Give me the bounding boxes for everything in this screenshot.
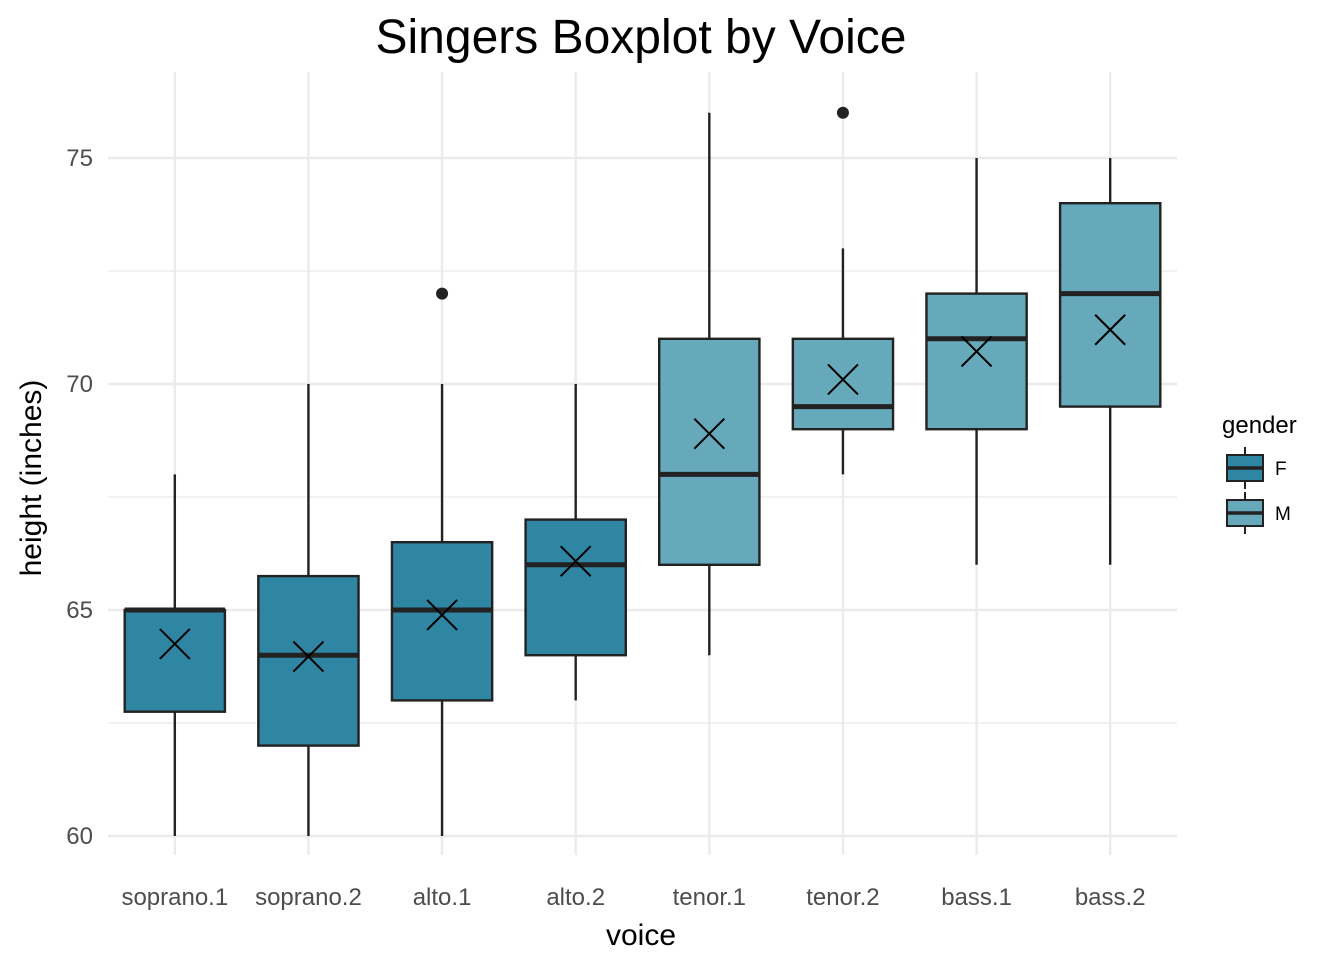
legend-title: gender bbox=[1222, 412, 1297, 439]
y-tick-label: 75 bbox=[66, 145, 93, 172]
iqr-box bbox=[524, 518, 627, 657]
x-axis-title: voice bbox=[606, 919, 676, 952]
x-tick-label: soprano.2 bbox=[255, 884, 362, 911]
mean-marker bbox=[1094, 314, 1126, 346]
legend: gender F M bbox=[1222, 412, 1297, 534]
y-tick-label: 60 bbox=[66, 823, 93, 850]
x-tick-label: bass.2 bbox=[1075, 884, 1146, 911]
box-alto.1 bbox=[390, 287, 494, 836]
legend-key-M bbox=[1226, 492, 1264, 534]
axes: 60 65 70 75 soprano.1 soprano.2 alto.1 alto.2 te… bbox=[66, 145, 1145, 911]
x-tick-label: tenor.2 bbox=[806, 884, 879, 911]
iqr-box bbox=[390, 541, 494, 702]
x-tick-label: alto.1 bbox=[413, 884, 472, 911]
mean-marker bbox=[960, 335, 993, 368]
box-soprano.2 bbox=[257, 384, 360, 836]
iqr-box bbox=[658, 337, 761, 566]
mean-marker bbox=[292, 640, 325, 673]
y-tick-label: 65 bbox=[66, 597, 93, 624]
mean-marker bbox=[559, 545, 592, 577]
x-tick-label: soprano.1 bbox=[121, 884, 228, 911]
outlier-point bbox=[436, 287, 449, 300]
legend-label: F bbox=[1275, 459, 1287, 480]
y-axis-title: height (inches) bbox=[15, 380, 48, 577]
boxes bbox=[123, 106, 1162, 836]
legend-label: M bbox=[1275, 504, 1291, 525]
mean-marker bbox=[693, 418, 726, 450]
mean-marker bbox=[159, 628, 191, 660]
box-tenor.1 bbox=[658, 112, 761, 656]
x-tick-label: alto.2 bbox=[546, 884, 605, 911]
box-bass.1 bbox=[925, 158, 1028, 565]
iqr-box bbox=[257, 574, 360, 747]
box-tenor.2 bbox=[791, 106, 895, 475]
iqr-box bbox=[925, 292, 1028, 431]
mean-marker bbox=[827, 363, 859, 396]
iqr-box bbox=[123, 608, 227, 713]
iqr-box bbox=[1058, 201, 1162, 408]
y-tick-label: 70 bbox=[66, 371, 93, 398]
box-soprano.1 bbox=[123, 474, 227, 836]
box-bass.2 bbox=[1058, 158, 1162, 565]
legend-key-F bbox=[1226, 447, 1264, 489]
x-tick-label: tenor.1 bbox=[673, 884, 746, 911]
box-alto.2 bbox=[524, 384, 627, 701]
iqr-box bbox=[791, 337, 895, 431]
outlier-point bbox=[836, 106, 849, 119]
x-tick-label: bass.1 bbox=[941, 884, 1012, 911]
chart-title: Singers Boxplot by Voice bbox=[376, 11, 907, 64]
mean-marker bbox=[426, 599, 458, 631]
